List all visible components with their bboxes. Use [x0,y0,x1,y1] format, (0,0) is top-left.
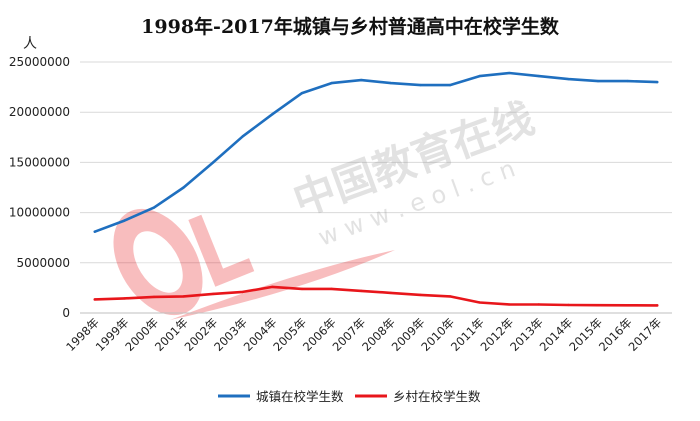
y-axis-unit: 人 [23,36,37,52]
data-point [656,304,659,307]
data-point [478,74,481,78]
data-point [300,287,304,291]
data-point [567,303,570,307]
data-point [330,81,333,85]
data-point [389,291,392,295]
data-point [656,80,659,84]
series-lines [93,71,659,307]
data-point [152,206,156,209]
data-point [596,303,600,307]
data-point [212,161,215,164]
y-tick-labels: 0 5000000 10000000 15000000 20000000 25000000 [9,55,70,320]
data-point [448,295,452,298]
data-point [182,295,185,298]
legend-label-urban: 城镇在校学生数 [256,389,344,404]
x-tick-label: 2017年 [626,315,665,354]
legend: 城镇在校学生数 乡村在校学生数 [218,389,481,404]
data-point [241,135,244,138]
data-point [419,293,422,297]
data-point [271,285,274,289]
y-tick-label: 10000000 [9,206,70,220]
data-point [508,71,511,75]
data-point [537,74,540,78]
data-point [152,295,156,299]
data-point [93,230,97,233]
data-point [212,292,215,296]
data-point [300,91,304,95]
data-point [182,186,185,189]
data-point [123,219,126,222]
x-tick-labels: 1998年1999年2000年2001年2002年2003年2004年2005年… [63,315,664,354]
data-point [271,113,274,116]
y-tick-label: 25000000 [9,55,70,69]
data-point [419,83,422,87]
data-point [93,298,97,301]
series-line-0 [93,71,659,233]
data-point [567,77,570,81]
data-point [360,289,363,293]
legend-item-rural: 乡村在校学生数 [355,389,481,404]
data-point [478,301,481,304]
gridlines [80,61,672,264]
data-point [389,81,392,85]
data-point [330,287,333,291]
y-tick-label: 0 [62,306,70,320]
y-tick-label: 20000000 [9,105,70,119]
y-tick-label: 5000000 [17,256,70,270]
data-point [537,303,540,306]
legend-label-rural: 乡村在校学生数 [393,389,481,404]
chart-title: 1998年-2017年城镇与乡村普通高中在校学生数 [141,15,560,38]
data-point [448,83,452,87]
data-point [241,290,244,294]
data-point [626,304,629,307]
data-point [626,79,629,83]
y-tick-label: 15000000 [9,155,70,169]
data-point [360,78,363,82]
legend-item-urban: 城镇在校学生数 [218,389,344,404]
data-point [508,303,511,306]
series-line-1 [93,285,659,307]
data-point [123,297,126,300]
data-point [596,79,600,83]
